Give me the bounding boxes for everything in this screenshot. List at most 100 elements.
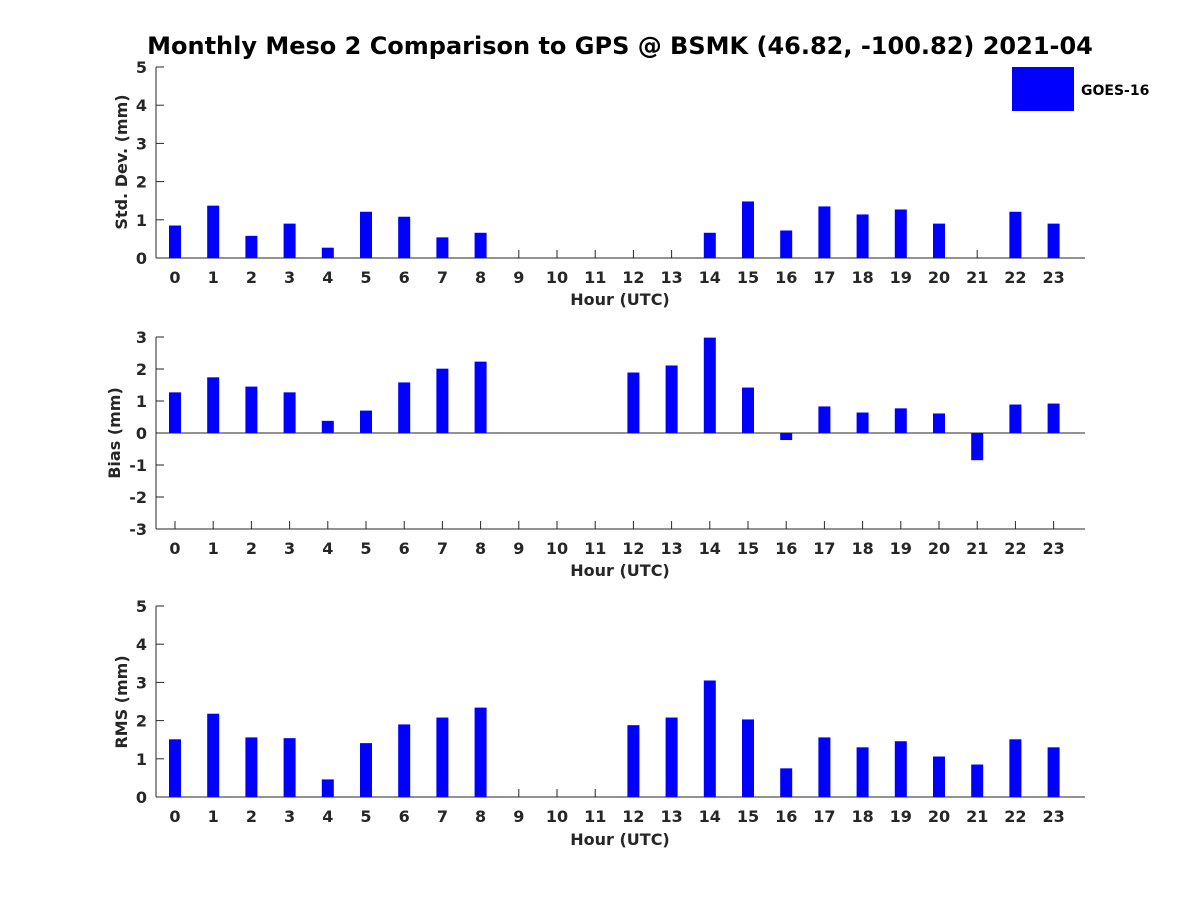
bar-bias-hour-17 xyxy=(818,406,831,433)
bar-bias-hour-8 xyxy=(474,361,487,433)
x-tick-label: 16 xyxy=(775,268,797,287)
x-tick-label: 1 xyxy=(208,807,219,826)
bar-std-dev-hour-14 xyxy=(703,232,716,258)
bar-bias-hour-1 xyxy=(207,377,220,433)
bar-bias-hour-19 xyxy=(894,408,907,433)
x-tick-label: 18 xyxy=(851,268,873,287)
bar-std-dev-hour-23 xyxy=(1047,223,1060,258)
x-tick-label: 13 xyxy=(660,539,682,558)
bar-rms-hour-1 xyxy=(207,713,220,797)
bar-bias-hour-16 xyxy=(780,433,793,441)
x-tick-label: 16 xyxy=(775,807,797,826)
y-tick-label: 5 xyxy=(136,597,147,616)
bar-rms-hour-21 xyxy=(971,764,984,797)
x-tick-label: 2 xyxy=(246,539,257,558)
x-tick-label: 21 xyxy=(966,268,988,287)
bar-bias-hour-12 xyxy=(627,372,640,433)
x-tick-label: 7 xyxy=(437,539,448,558)
bar-std-dev-hour-18 xyxy=(856,214,869,258)
bar-bias-hour-7 xyxy=(436,368,449,433)
bar-std-dev-hour-22 xyxy=(1009,211,1022,258)
x-tick-label: 18 xyxy=(851,807,873,826)
x-tick-label: 17 xyxy=(813,539,835,558)
bar-bias-hour-21 xyxy=(971,433,984,461)
x-axis-label: Hour (UTC) xyxy=(570,830,670,849)
bar-std-dev-hour-5 xyxy=(360,211,372,258)
bar-rms-hour-20 xyxy=(933,756,945,797)
bar-bias-hour-5 xyxy=(360,410,372,433)
x-tick-label: 8 xyxy=(475,807,486,826)
bar-rms-hour-14 xyxy=(703,680,716,797)
bar-bias-hour-22 xyxy=(1009,404,1022,433)
x-tick-label: 13 xyxy=(660,268,682,287)
x-tick-label: 3 xyxy=(284,539,295,558)
y-tick-label: -2 xyxy=(129,488,147,507)
bar-rms-hour-7 xyxy=(436,717,449,797)
bar-bias-hour-14 xyxy=(703,337,716,433)
bar-bias-hour-0 xyxy=(169,392,181,433)
x-tick-label: 17 xyxy=(813,268,835,287)
y-tick-label: 0 xyxy=(136,249,147,268)
bar-rms-hour-2 xyxy=(245,737,258,797)
bar-rms-hour-17 xyxy=(818,737,831,797)
bar-rms-hour-23 xyxy=(1047,747,1060,797)
bar-rms-hour-3 xyxy=(283,738,296,797)
x-tick-label: 18 xyxy=(851,539,873,558)
x-tick-label: 23 xyxy=(1042,807,1064,826)
bar-rms-hour-16 xyxy=(780,768,793,797)
x-tick-label: 22 xyxy=(1004,268,1026,287)
x-tick-label: 4 xyxy=(322,539,333,558)
y-axis-label: RMS (mm) xyxy=(112,655,131,748)
bar-bias-hour-15 xyxy=(742,387,754,433)
x-tick-label: 9 xyxy=(513,807,524,826)
y-tick-label: 1 xyxy=(136,392,147,411)
bar-std-dev-hour-1 xyxy=(207,205,220,258)
x-tick-label: 0 xyxy=(169,807,180,826)
bar-std-dev-hour-2 xyxy=(245,235,258,258)
chart-title: Monthly Meso 2 Comparison to GPS @ BSMK … xyxy=(147,32,1093,60)
x-tick-label: 1 xyxy=(208,539,219,558)
x-tick-label: 8 xyxy=(475,268,486,287)
bar-std-dev-hour-4 xyxy=(321,247,334,258)
x-tick-label: 11 xyxy=(584,807,606,826)
bar-bias-hour-18 xyxy=(856,412,869,433)
x-tick-label: 14 xyxy=(699,268,721,287)
bar-std-dev-hour-17 xyxy=(818,206,831,258)
x-tick-label: 12 xyxy=(622,268,644,287)
x-tick-label: 5 xyxy=(360,539,371,558)
bar-rms-hour-0 xyxy=(169,739,181,797)
bar-rms-hour-4 xyxy=(321,779,334,797)
x-tick-label: 5 xyxy=(360,268,371,287)
x-tick-label: 10 xyxy=(546,539,568,558)
bar-bias-hour-13 xyxy=(665,365,678,433)
y-tick-label: 2 xyxy=(136,173,147,192)
bar-bias-hour-23 xyxy=(1047,403,1060,433)
x-tick-label: 2 xyxy=(246,268,257,287)
bar-rms-hour-8 xyxy=(474,707,487,797)
x-tick-label: 15 xyxy=(737,539,759,558)
bar-rms-hour-15 xyxy=(742,719,754,797)
x-tick-label: 0 xyxy=(169,268,180,287)
x-tick-label: 16 xyxy=(775,539,797,558)
y-tick-label: -3 xyxy=(129,520,147,539)
x-tick-label: 9 xyxy=(513,268,524,287)
y-tick-label: 4 xyxy=(136,635,147,654)
x-tick-label: 14 xyxy=(699,807,721,826)
bar-bias-hour-20 xyxy=(933,413,945,433)
y-tick-label: -1 xyxy=(129,456,147,475)
y-tick-label: 2 xyxy=(136,360,147,379)
x-tick-label: 23 xyxy=(1042,539,1064,558)
x-tick-label: 13 xyxy=(660,807,682,826)
x-tick-label: 19 xyxy=(890,807,912,826)
x-tick-label: 5 xyxy=(360,807,371,826)
bar-rms-hour-22 xyxy=(1009,739,1022,797)
y-tick-label: 2 xyxy=(136,712,147,731)
y-tick-label: 3 xyxy=(136,328,147,347)
x-tick-label: 20 xyxy=(928,807,950,826)
x-tick-label: 14 xyxy=(699,539,721,558)
y-axis-label: Std. Dev. (mm) xyxy=(112,94,131,229)
bar-std-dev-hour-19 xyxy=(894,209,907,258)
legend-label-goes-16: GOES-16 xyxy=(1081,83,1149,99)
x-tick-label: 20 xyxy=(928,539,950,558)
